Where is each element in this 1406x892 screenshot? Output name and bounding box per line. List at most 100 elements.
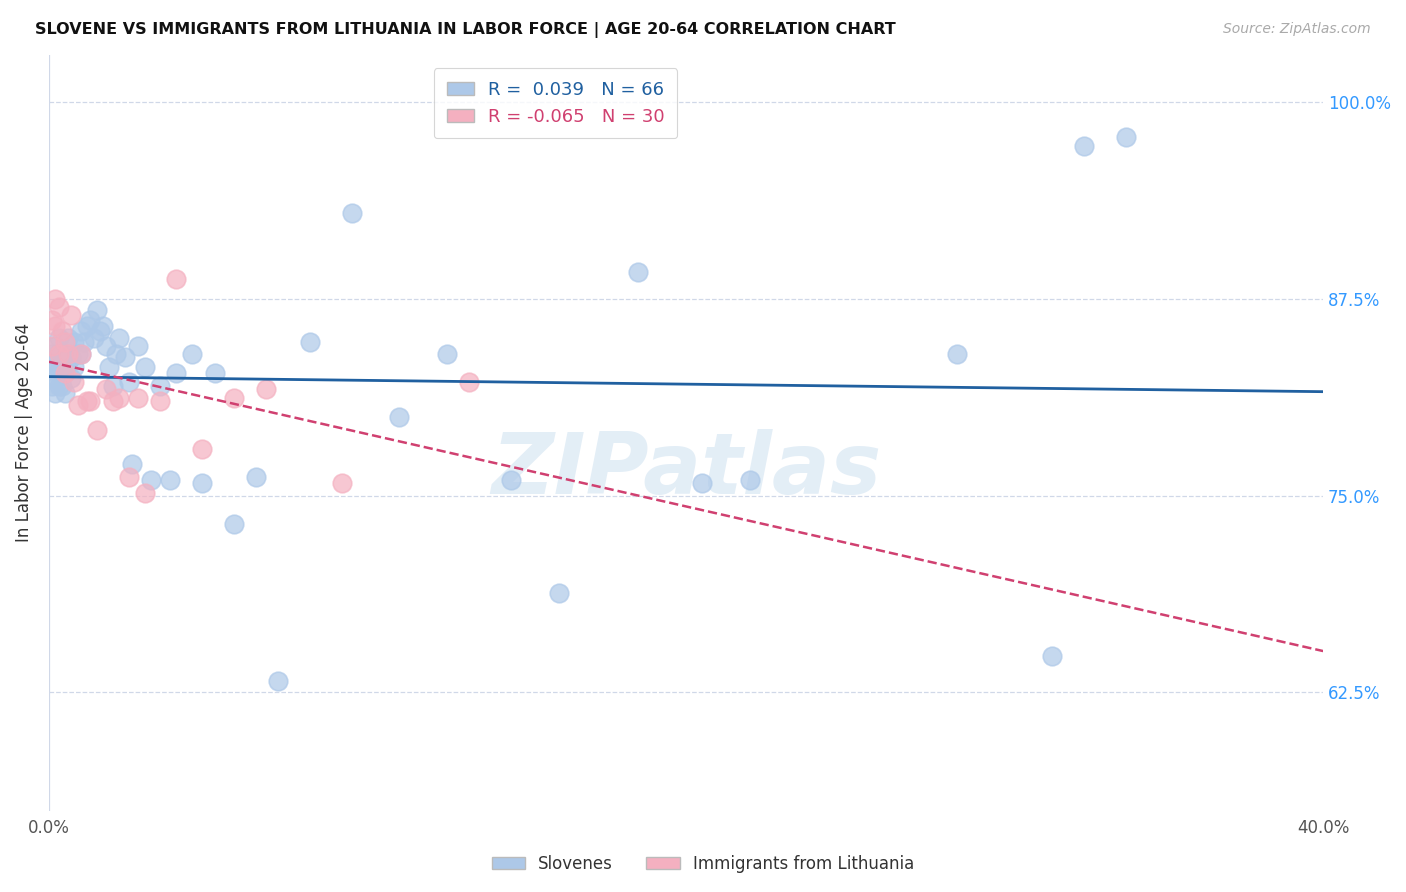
Point	[56, 347, 79, 361]
Point	[499, 473, 522, 487]
Point	[96, 382, 118, 396]
Point	[48, 363, 70, 377]
Point	[1073, 139, 1095, 153]
Point	[66, 397, 89, 411]
Point	[53, 347, 76, 361]
Point	[56, 355, 79, 369]
Point	[60, 351, 83, 365]
Point	[48, 378, 70, 392]
Point	[41, 363, 63, 377]
Point	[134, 485, 156, 500]
Point	[108, 331, 131, 345]
Legend: Slovenes, Immigrants from Lithuania: Slovenes, Immigrants from Lithuania	[485, 848, 921, 880]
Point	[165, 366, 187, 380]
Point	[627, 265, 650, 279]
Point	[66, 347, 89, 361]
Point	[1115, 130, 1137, 145]
Text: Source: ZipAtlas.com: Source: ZipAtlas.com	[1223, 22, 1371, 37]
Point	[117, 470, 139, 484]
Point	[60, 370, 83, 384]
Point	[53, 386, 76, 401]
Point	[127, 391, 149, 405]
Point	[267, 674, 290, 689]
Point	[149, 394, 172, 409]
Point	[222, 517, 245, 532]
Point	[76, 318, 98, 333]
Point	[83, 331, 105, 345]
Point	[69, 347, 91, 361]
Point	[181, 347, 204, 361]
Point	[139, 473, 162, 487]
Point	[86, 303, 108, 318]
Point	[330, 476, 353, 491]
Point	[104, 347, 127, 361]
Point	[254, 382, 277, 396]
Point	[191, 476, 214, 491]
Point	[51, 378, 73, 392]
Text: ZIPatlas: ZIPatlas	[491, 429, 882, 512]
Point	[63, 376, 86, 390]
Point	[73, 334, 96, 349]
Point	[56, 331, 79, 345]
Point	[53, 366, 76, 380]
Point	[101, 394, 124, 409]
Point	[53, 334, 76, 349]
Point	[134, 359, 156, 374]
Point	[204, 366, 226, 380]
Legend: R =  0.039   N = 66, R = -0.065   N = 30: R = 0.039 N = 66, R = -0.065 N = 30	[434, 68, 678, 138]
Point	[60, 308, 83, 322]
Point	[51, 363, 73, 377]
Point	[165, 271, 187, 285]
Point	[222, 391, 245, 405]
Point	[63, 359, 86, 374]
Point	[1040, 649, 1063, 664]
Point	[69, 324, 91, 338]
Point	[690, 476, 713, 491]
Point	[149, 378, 172, 392]
Point	[79, 312, 101, 326]
Point	[44, 370, 66, 384]
Point	[191, 442, 214, 456]
Point	[114, 351, 136, 365]
Point	[44, 355, 66, 369]
Point	[41, 312, 63, 326]
Point	[48, 347, 70, 361]
Point	[51, 347, 73, 361]
Point	[48, 300, 70, 314]
Point	[388, 410, 411, 425]
Point	[340, 205, 363, 219]
Point	[76, 394, 98, 409]
Point	[96, 339, 118, 353]
Point	[89, 324, 111, 338]
Point	[159, 473, 181, 487]
Point	[86, 423, 108, 437]
Point	[48, 331, 70, 345]
Y-axis label: In Labor Force | Age 20-64: In Labor Force | Age 20-64	[15, 323, 32, 542]
Point	[98, 359, 121, 374]
Point	[79, 394, 101, 409]
Point	[51, 324, 73, 338]
Point	[458, 376, 481, 390]
Point	[91, 318, 114, 333]
Point	[547, 586, 569, 600]
Point	[738, 473, 761, 487]
Point	[117, 376, 139, 390]
Point	[48, 347, 70, 361]
Point	[108, 391, 131, 405]
Point	[127, 339, 149, 353]
Point	[299, 334, 322, 349]
Point	[436, 347, 458, 361]
Point	[44, 292, 66, 306]
Point	[63, 334, 86, 349]
Point	[44, 318, 66, 333]
Point	[41, 339, 63, 353]
Point	[69, 347, 91, 361]
Point	[101, 378, 124, 392]
Point	[44, 339, 66, 353]
Point	[946, 347, 969, 361]
Point	[44, 386, 66, 401]
Point	[121, 458, 143, 472]
Point	[41, 378, 63, 392]
Point	[41, 347, 63, 361]
Text: SLOVENE VS IMMIGRANTS FROM LITHUANIA IN LABOR FORCE | AGE 20-64 CORRELATION CHAR: SLOVENE VS IMMIGRANTS FROM LITHUANIA IN …	[35, 22, 896, 38]
